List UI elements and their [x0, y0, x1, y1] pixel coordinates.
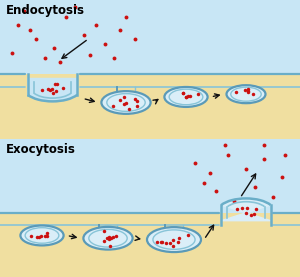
- Text: Exocytosis: Exocytosis: [6, 143, 76, 156]
- Polygon shape: [28, 78, 77, 101]
- Bar: [0, 74, 300, 138]
- Circle shape: [226, 85, 266, 103]
- Circle shape: [20, 225, 64, 245]
- Polygon shape: [221, 198, 271, 221]
- Text: Endocytosis: Endocytosis: [6, 4, 85, 17]
- Bar: [0, 138, 300, 225]
- Circle shape: [147, 227, 201, 252]
- Circle shape: [83, 227, 133, 250]
- Bar: [0, 0, 300, 86]
- Circle shape: [101, 91, 151, 114]
- Bar: [0, 213, 300, 277]
- Circle shape: [164, 87, 208, 107]
